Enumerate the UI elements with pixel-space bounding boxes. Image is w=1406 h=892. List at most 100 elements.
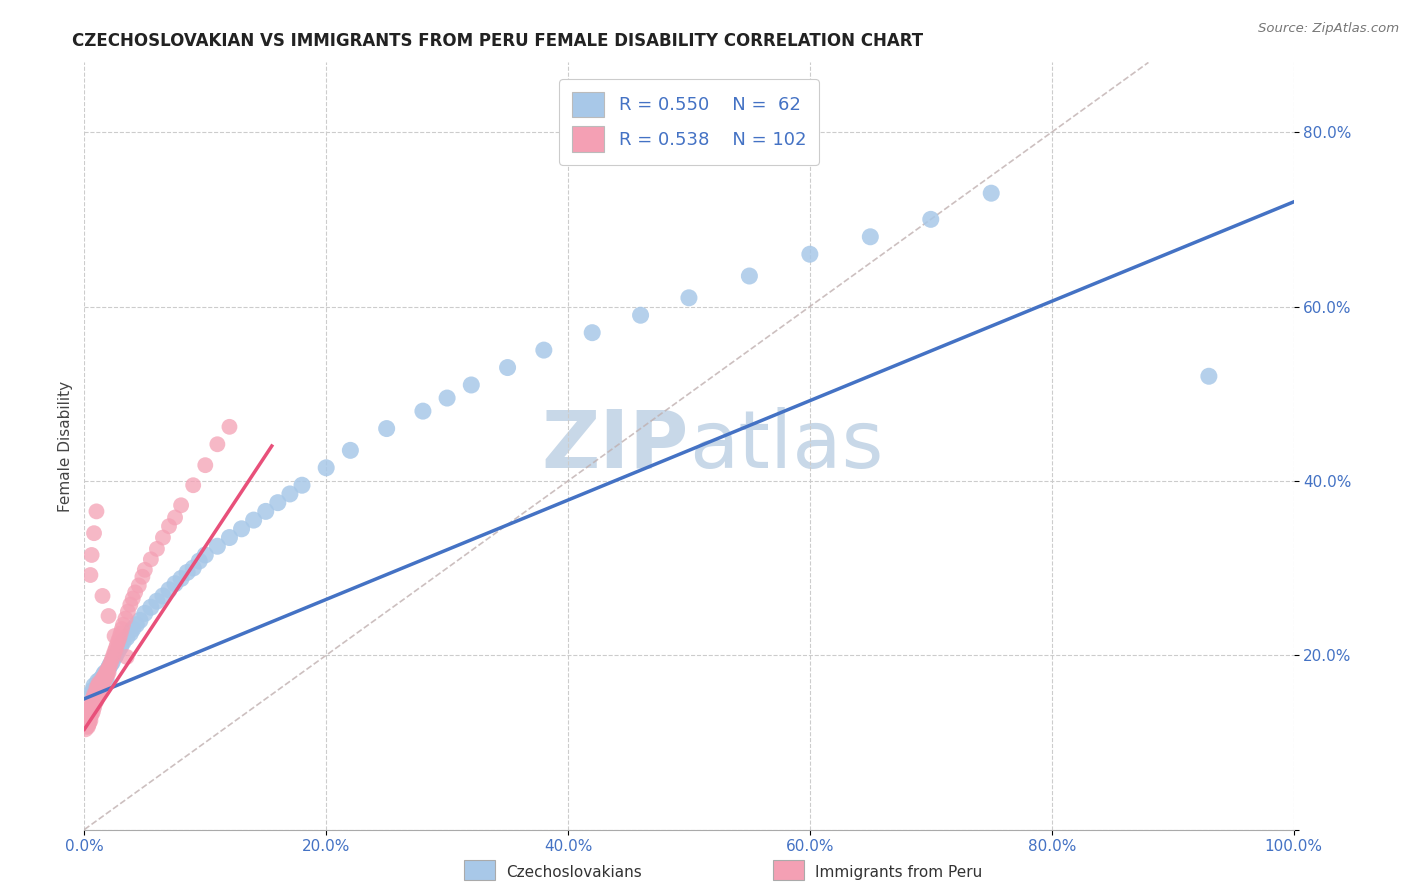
Point <box>110 640 132 654</box>
Point <box>97 661 120 675</box>
Point <box>91 670 114 684</box>
Point <box>104 648 127 663</box>
Point <box>533 343 555 357</box>
Point <box>129 613 152 627</box>
Point <box>79 702 101 716</box>
Point <box>86 504 108 518</box>
Point <box>207 437 229 451</box>
Point <box>152 589 174 603</box>
Point <box>104 641 127 656</box>
Point <box>77 706 100 720</box>
Point <box>103 648 125 663</box>
Point <box>96 667 118 681</box>
Point <box>83 691 105 706</box>
Point <box>859 229 882 244</box>
Text: Immigrants from Peru: Immigrants from Peru <box>815 865 983 880</box>
Point <box>157 582 180 597</box>
Point <box>291 478 314 492</box>
Point <box>100 657 122 671</box>
Point <box>76 713 98 727</box>
Point <box>75 718 97 732</box>
Point <box>77 718 100 732</box>
Point <box>80 702 103 716</box>
Point <box>460 378 482 392</box>
Point <box>315 460 337 475</box>
Point <box>101 651 124 665</box>
Point <box>83 700 105 714</box>
Point <box>82 700 104 714</box>
Point <box>89 677 111 691</box>
Point <box>107 634 129 648</box>
Text: Czechoslovakians: Czechoslovakians <box>506 865 643 880</box>
Point <box>76 709 98 723</box>
Point <box>86 688 108 702</box>
Point <box>84 685 107 699</box>
Point <box>91 676 114 690</box>
Point <box>83 679 105 693</box>
Point <box>121 622 143 636</box>
Point <box>86 693 108 707</box>
Point <box>165 576 187 591</box>
Point <box>111 622 134 636</box>
Point <box>84 688 107 702</box>
Point <box>112 617 135 632</box>
Point <box>80 698 103 712</box>
Point <box>101 655 124 669</box>
Point <box>80 548 103 562</box>
Point <box>120 626 142 640</box>
Point <box>115 631 138 645</box>
Point <box>436 391 458 405</box>
Point <box>165 510 187 524</box>
Text: Source: ZipAtlas.com: Source: ZipAtlas.com <box>1258 22 1399 36</box>
Point <box>77 713 100 727</box>
Point <box>121 591 143 606</box>
Point <box>139 600 162 615</box>
Point <box>93 670 115 684</box>
Point <box>100 655 122 669</box>
Point <box>630 308 652 322</box>
Point <box>79 700 101 714</box>
Point <box>93 674 115 689</box>
Point <box>91 672 114 686</box>
Point <box>77 714 100 728</box>
Point <box>83 696 105 710</box>
Point <box>96 663 118 677</box>
Point <box>267 496 290 510</box>
Point <box>131 570 153 584</box>
Point <box>82 683 104 698</box>
Text: ZIP: ZIP <box>541 407 689 485</box>
Point <box>77 711 100 725</box>
Point <box>146 541 169 556</box>
Point <box>90 674 112 689</box>
Point <box>181 478 204 492</box>
Point <box>79 709 101 723</box>
Point <box>104 649 127 664</box>
Legend: R = 0.550    N =  62, R = 0.538    N = 102: R = 0.550 N = 62, R = 0.538 N = 102 <box>560 79 818 164</box>
Y-axis label: Female Disability: Female Disability <box>58 380 73 512</box>
Point <box>80 707 103 722</box>
Point <box>254 504 277 518</box>
Point <box>77 707 100 722</box>
Point <box>82 691 104 706</box>
Point <box>79 714 101 728</box>
Point <box>581 326 603 340</box>
Point <box>128 578 150 592</box>
Point <box>115 649 138 664</box>
Text: atlas: atlas <box>689 407 883 485</box>
Point <box>79 688 101 702</box>
Point <box>339 443 361 458</box>
Point <box>82 705 104 719</box>
Point <box>79 705 101 719</box>
Point <box>94 668 117 682</box>
Point <box>738 268 761 283</box>
Point <box>94 665 117 680</box>
Point <box>120 598 142 612</box>
Point <box>94 673 117 687</box>
Point <box>94 673 117 687</box>
Point <box>86 689 108 703</box>
Point <box>104 629 127 643</box>
Point <box>152 531 174 545</box>
Point <box>77 709 100 723</box>
Point <box>84 696 107 710</box>
Point <box>799 247 821 261</box>
